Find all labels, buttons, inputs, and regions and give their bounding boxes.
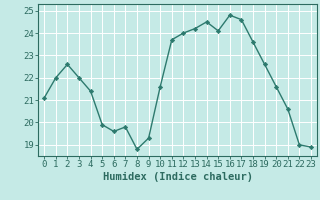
X-axis label: Humidex (Indice chaleur): Humidex (Indice chaleur) [103, 172, 252, 182]
